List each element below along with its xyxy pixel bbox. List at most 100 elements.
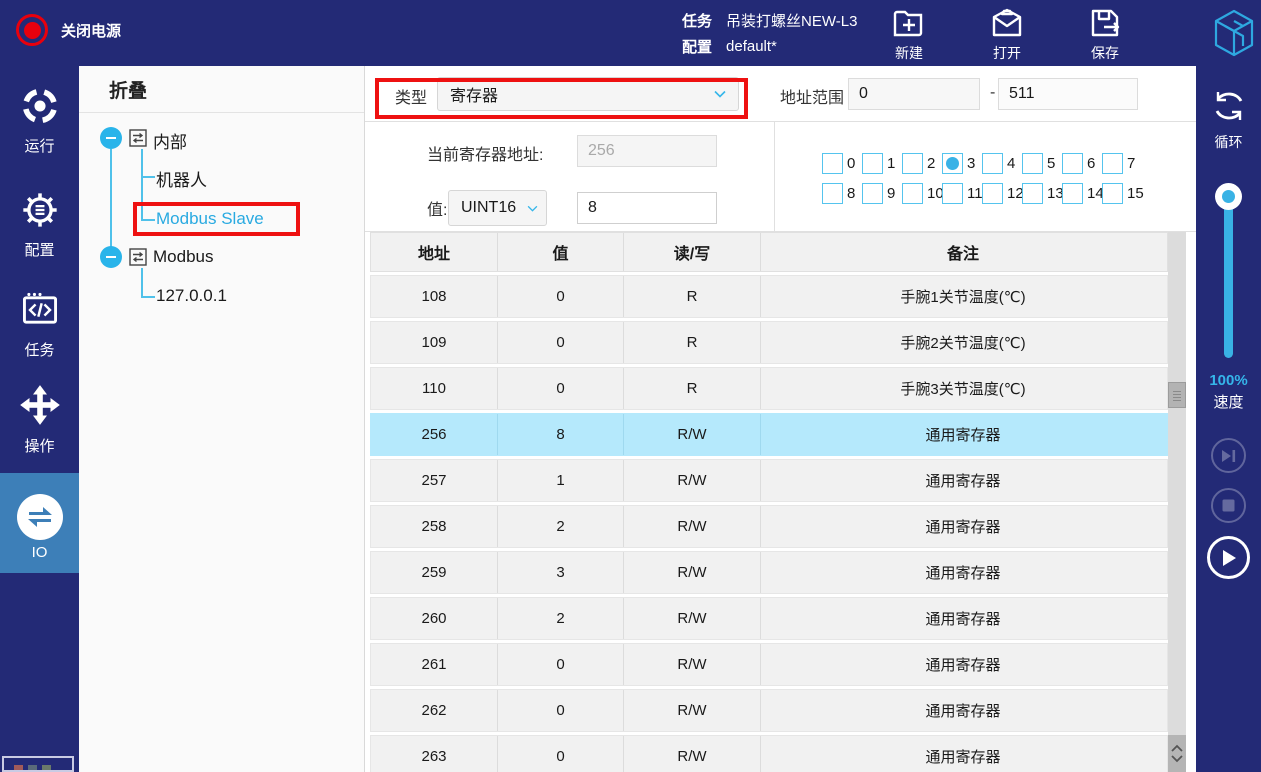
speed-slider-knob[interactable] bbox=[1215, 183, 1242, 210]
tree-node-modbus[interactable]: Modbus bbox=[153, 247, 214, 266]
tree-node-robot[interactable]: 机器人 bbox=[156, 171, 207, 190]
bit-checkbox-15[interactable] bbox=[1102, 183, 1123, 204]
tree-collapse-toggle[interactable] bbox=[100, 246, 122, 268]
register-value-form: 当前寄存器地址: 值: UINT16 bbox=[365, 122, 775, 232]
col-header-remark: 备注 bbox=[946, 246, 979, 263]
step-button[interactable] bbox=[1211, 438, 1246, 473]
loop-icon bbox=[1210, 92, 1248, 128]
table-row-selected[interactable]: 256 8 R/W 通用寄存器 bbox=[370, 413, 1168, 456]
tree-node-127-0-0-1[interactable]: 127.0.0.1 bbox=[156, 286, 227, 305]
cell-value: 2 bbox=[498, 598, 624, 639]
bit-checkbox-label: 7 bbox=[1127, 155, 1136, 172]
sidebar-item-io[interactable]: IO bbox=[0, 473, 79, 573]
new-button[interactable]: 新建 bbox=[880, 5, 938, 63]
bit-checkbox-9[interactable] bbox=[862, 183, 883, 204]
open-button[interactable]: 打开 bbox=[978, 5, 1036, 63]
cell-address: 259 bbox=[371, 552, 498, 593]
scroll-down-icon[interactable] bbox=[1171, 755, 1183, 763]
new-file-icon bbox=[891, 5, 927, 41]
col-header-address: 地址 bbox=[371, 233, 498, 271]
address-range-label: 地址范围 bbox=[780, 90, 845, 107]
cell-address: 263 bbox=[371, 736, 498, 772]
table-row[interactable]: 261 0 R/W 通用寄存器 bbox=[370, 643, 1168, 686]
cell-address: 256 bbox=[371, 414, 498, 455]
table-row[interactable]: 259 3 R/W 通用寄存器 bbox=[370, 551, 1168, 594]
bit-checkbox-11[interactable] bbox=[942, 183, 963, 204]
save-button[interactable]: 保存 bbox=[1076, 5, 1134, 63]
scroll-up-icon[interactable] bbox=[1171, 744, 1183, 752]
cell-value: 0 bbox=[498, 322, 624, 363]
collapse-label: 折叠 bbox=[109, 80, 148, 102]
sidebar-item-task[interactable]: 任务 bbox=[0, 290, 79, 360]
operate-icon bbox=[19, 385, 61, 430]
sidebar-item-run[interactable]: 运行 bbox=[0, 86, 79, 156]
collapse-button[interactable]: 折叠 bbox=[79, 66, 364, 113]
filter-toolbar: 类型 寄存器 地址范围 - bbox=[365, 66, 1196, 122]
table-row[interactable]: 110 0 R 手腕3关节温度(℃) bbox=[370, 367, 1168, 410]
bit-checkbox-0[interactable] bbox=[822, 153, 843, 174]
table-row[interactable]: 257 1 R/W 通用寄存器 bbox=[370, 459, 1168, 502]
tree-connector bbox=[141, 176, 155, 178]
table-row[interactable]: 109 0 R 手腕2关节温度(℃) bbox=[370, 321, 1168, 364]
bit-checkbox-14[interactable] bbox=[1062, 183, 1083, 204]
speed-slider-track[interactable] bbox=[1224, 190, 1233, 358]
modbus-slave-panel: 类型 寄存器 地址范围 - 当前寄存器地址: 值: UINT16 bbox=[365, 66, 1196, 772]
table-row[interactable]: 260 2 R/W 通用寄存器 bbox=[370, 597, 1168, 640]
minimized-panel[interactable] bbox=[2, 756, 74, 772]
sidebar-item-config[interactable]: 配置 bbox=[0, 190, 79, 260]
play-button[interactable] bbox=[1207, 536, 1250, 579]
bit-checkbox-6[interactable] bbox=[1062, 153, 1083, 174]
bit-selector: 0 1 2 3 4 5 6 7 8 9 10 11 12 13 14 bbox=[776, 122, 1196, 232]
config-value: default* bbox=[726, 37, 777, 55]
power-button[interactable]: 关闭电源 bbox=[16, 14, 121, 46]
cell-value: 1 bbox=[498, 460, 624, 501]
power-icon bbox=[16, 14, 48, 46]
speed-percent: 100% bbox=[1209, 372, 1248, 389]
bit-checkbox-13[interactable] bbox=[1022, 183, 1043, 204]
cell-address: 262 bbox=[371, 690, 498, 731]
tree-node-modbus-slave[interactable]: Modbus Slave bbox=[156, 209, 264, 228]
table-row[interactable]: 258 2 R/W 通用寄存器 bbox=[370, 505, 1168, 548]
table-row[interactable]: 108 0 R 手腕1关节温度(℃) bbox=[370, 275, 1168, 318]
cell-address: 257 bbox=[371, 460, 498, 501]
table-row[interactable]: 263 0 R/W 通用寄存器 bbox=[370, 735, 1168, 772]
bit-checkbox-8[interactable] bbox=[822, 183, 843, 204]
scrollbar-thumb[interactable] bbox=[1168, 382, 1186, 408]
sidebar-item-operate[interactable]: 操作 bbox=[0, 384, 79, 456]
bit-checkbox-1[interactable] bbox=[862, 153, 883, 174]
bit-checkbox-4[interactable] bbox=[982, 153, 1003, 174]
cell-value: 8 bbox=[498, 414, 624, 455]
tree-node-internal[interactable]: 内部 bbox=[153, 133, 187, 152]
scrollbar-buttons bbox=[1168, 735, 1186, 772]
bit-checkbox-12[interactable] bbox=[982, 183, 1003, 204]
cell-address: 108 bbox=[371, 276, 498, 317]
register-table: 地址 值 读/写 备注 108 0 R 手腕1关节温度(℃) 109 0 R 手… bbox=[370, 232, 1168, 772]
cell-address: 260 bbox=[371, 598, 498, 639]
type-select-value: 寄存器 bbox=[450, 88, 499, 105]
table-scrollbar[interactable] bbox=[1168, 232, 1186, 772]
bit-checkbox-label: 4 bbox=[1007, 155, 1016, 172]
bit-checkbox-2[interactable] bbox=[902, 153, 923, 174]
run-icon bbox=[20, 88, 60, 130]
topbar: 关闭电源 任务 吊装打螺丝NEW-L3 配置 default* 新建 bbox=[0, 0, 1261, 66]
value-type-select[interactable]: UINT16 bbox=[448, 190, 547, 226]
loop-button[interactable]: 循环 bbox=[1196, 88, 1261, 152]
type-select[interactable]: 寄存器 bbox=[437, 77, 739, 111]
stop-button[interactable] bbox=[1211, 488, 1246, 523]
cell-rw: R bbox=[624, 276, 761, 317]
bit-checkbox-10[interactable] bbox=[902, 183, 923, 204]
bit-checkbox-label: 6 bbox=[1087, 155, 1096, 172]
value-input[interactable] bbox=[577, 192, 717, 224]
tree-connector bbox=[141, 268, 143, 298]
bit-checkbox-label: 5 bbox=[1047, 155, 1056, 172]
table-row[interactable]: 262 0 R/W 通用寄存器 bbox=[370, 689, 1168, 732]
cell-remark: 通用寄存器 bbox=[925, 473, 1001, 490]
bit-checkbox-5[interactable] bbox=[1022, 153, 1043, 174]
address-range-to-input[interactable] bbox=[998, 78, 1138, 110]
address-range-from-input[interactable] bbox=[848, 78, 980, 110]
cell-rw: R/W bbox=[624, 506, 761, 547]
bit-checkbox-3[interactable] bbox=[942, 153, 963, 174]
register-editor: 当前寄存器地址: 值: UINT16 0 1 2 3 4 bbox=[365, 122, 1196, 232]
bit-checkbox-7[interactable] bbox=[1102, 153, 1123, 174]
tree-collapse-toggle[interactable] bbox=[100, 127, 122, 149]
